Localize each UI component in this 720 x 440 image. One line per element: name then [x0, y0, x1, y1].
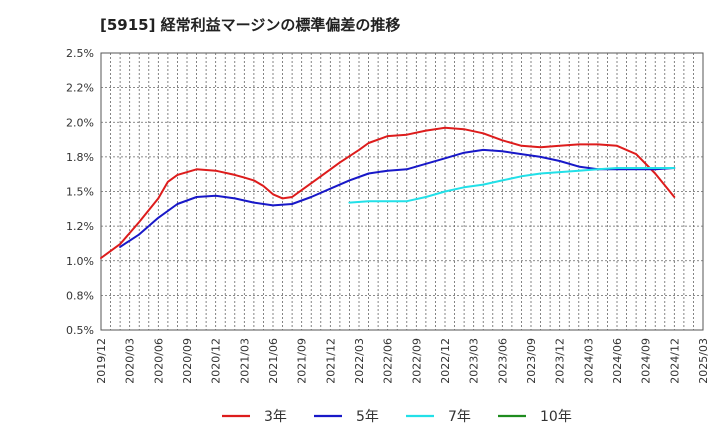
x-tick-label: 2024/12: [668, 338, 681, 384]
legend-label: 7年: [448, 409, 471, 425]
legend-label: 5年: [356, 409, 379, 425]
y-tick-label: 1.0%: [66, 255, 94, 268]
x-tick-label: 2023/03: [468, 338, 481, 384]
x-tick-label: 2024/09: [640, 338, 653, 384]
x-tick-label: 2020/03: [124, 338, 137, 384]
legend-item-2: 7年: [406, 409, 471, 425]
x-tick-label: 2022/03: [353, 338, 366, 384]
x-tick-label: 2021/12: [324, 338, 337, 384]
x-tick-label: 2019/12: [95, 338, 108, 384]
x-tick-label: 2020/09: [181, 338, 194, 384]
x-tick-label: 2022/09: [410, 338, 423, 384]
y-tick-label: 1.8%: [66, 151, 94, 164]
y-tick-label: 0.5%: [66, 324, 94, 337]
x-tick-label: 2023/06: [496, 338, 509, 384]
axes: 0.5% 0.8% 1.0% 1.2% 1.5% 1.8% 2.0% 2.2% 2.5% 2019…: [66, 47, 710, 384]
y-tick-label: 0.8%: [66, 289, 94, 302]
x-tick-label: 2022/06: [382, 338, 395, 384]
legend-label: 10年: [540, 409, 572, 425]
x-tick-label: 2022/12: [439, 338, 452, 384]
series-line-0: [100, 126, 676, 259]
x-tick-label: 2024/06: [611, 338, 624, 384]
y-tick-label: 1.5%: [66, 186, 94, 199]
legend-item-0: 3年: [222, 409, 287, 425]
series-line-2: [348, 167, 676, 204]
y-tick-label: 2.2%: [66, 82, 94, 95]
y-tick-label: 2.0%: [66, 116, 94, 129]
x-tick-label: 2023/12: [554, 338, 567, 384]
x-tick-label: 2020/12: [210, 338, 223, 384]
x-tick-label: 2021/06: [267, 338, 280, 384]
legend-label: 3年: [264, 409, 287, 425]
legend-item-3: 10年: [498, 409, 572, 425]
x-tick-label: 2021/03: [238, 338, 251, 384]
legend: 3年 5年 7年 10年: [222, 409, 572, 425]
y-tick-label: 2.5%: [66, 47, 94, 60]
x-tick-label: 2021/09: [296, 338, 309, 384]
chart-title: [5915] 経常利益マージンの標準偏差の推移: [100, 16, 401, 34]
y-tick-label: 1.2%: [66, 220, 94, 233]
series-line-1: [119, 148, 676, 248]
legend-item-1: 5年: [314, 409, 379, 425]
x-tick-label: 2023/09: [525, 338, 538, 384]
x-tick-label: 2025/03: [697, 338, 710, 384]
x-tick-label: 2020/06: [152, 338, 165, 384]
grid: [100, 52, 704, 331]
x-tick-label: 2024/03: [582, 338, 595, 384]
series-layer: [100, 126, 676, 259]
